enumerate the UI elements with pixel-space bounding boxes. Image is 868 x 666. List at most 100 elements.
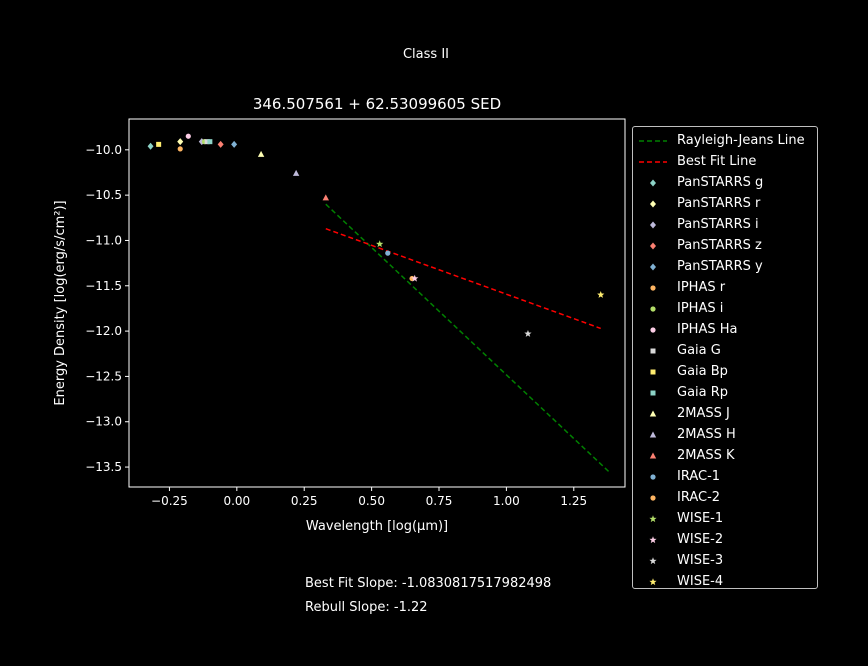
legend-marker-swatch (650, 200, 656, 208)
best-fit-slope-text: Best Fit Slope: -1.0830817517982498 (305, 576, 552, 591)
legend-label: Best Fit Line (677, 154, 757, 169)
legend-marker-swatch (649, 452, 657, 459)
legend-label: PanSTARRS r (677, 196, 761, 211)
legend-marker-swatch (650, 327, 656, 333)
legend-entry: PanSTARRS g (633, 173, 817, 193)
x-tick-label: 0.00 (223, 494, 250, 508)
chart-legend: Rayleigh-Jeans Line Best Fit Line PanSTARR… (632, 126, 818, 589)
legend-swatch (650, 306, 656, 312)
legend-entry: 2MASS K (633, 446, 817, 466)
x-tick-label: 0.50 (358, 494, 385, 508)
legend-swatch (650, 285, 656, 291)
legend-swatch (649, 452, 657, 459)
legend-label: Gaia Bp (677, 364, 728, 379)
legend-swatch (639, 161, 667, 163)
legend-entry: WISE-2 (633, 530, 817, 550)
legend-marker-swatch (650, 285, 656, 291)
legend-swatch (649, 410, 657, 417)
plot-frame (128, 118, 626, 488)
data-point (207, 139, 213, 145)
legend-entry: Gaia Rp (633, 383, 817, 403)
legend-swatch (650, 179, 656, 187)
legend-entry: IRAC-1 (633, 467, 817, 487)
legend-marker-swatch (650, 474, 656, 480)
data-point (411, 274, 419, 282)
legend-entry: IPHAS Ha (633, 320, 817, 340)
data-point (185, 133, 191, 139)
legend-swatch (650, 390, 656, 396)
legend-swatch (650, 369, 656, 375)
legend-label: WISE-3 (677, 553, 724, 568)
legend-marker-swatch (650, 221, 656, 229)
legend-label: 2MASS K (677, 448, 735, 463)
legend-swatch (650, 242, 656, 250)
x-tick-label: 1.25 (560, 494, 587, 508)
legend-entry: Rayleigh-Jeans Line (633, 131, 817, 151)
data-point (322, 194, 329, 201)
data-point (177, 138, 184, 146)
y-tick-label: −10.0 (85, 143, 122, 157)
legend-entry: PanSTARRS i (633, 215, 817, 235)
legend-marker-swatch (649, 536, 657, 544)
legend-swatch (650, 327, 656, 333)
legend-label: IRAC-1 (677, 469, 721, 484)
legend-marker-swatch (650, 369, 656, 375)
chart-title: 346.507561 + 62.53099605 SED (252, 95, 502, 113)
legend-swatch (639, 140, 667, 142)
data-point (524, 330, 532, 337)
legend-marker-swatch (650, 306, 656, 312)
legend-swatch (650, 221, 656, 229)
legend-marker-swatch (649, 515, 657, 523)
legend-marker-swatch (649, 410, 657, 417)
legend-marker-swatch (650, 263, 656, 271)
legend-entry: IRAC-2 (633, 488, 817, 508)
legend-label: PanSTARRS y (677, 259, 763, 274)
legend-marker-swatch (650, 390, 656, 396)
legend-swatch (650, 263, 656, 271)
legend-label: IPHAS Ha (677, 322, 738, 337)
legend-marker-swatch (650, 495, 656, 501)
legend-label: WISE-1 (677, 511, 724, 526)
legend-marker-swatch (649, 578, 657, 586)
legend-entry: IPHAS i (633, 299, 817, 319)
y-tick-label: −12.0 (85, 324, 122, 338)
legend-marker-swatch (649, 557, 657, 565)
legend-label: Gaia G (677, 343, 721, 358)
legend-label: Gaia Rp (677, 385, 729, 400)
legend-entry: Gaia Bp (633, 362, 817, 382)
x-tick-label: 1.00 (493, 494, 520, 508)
legend-entry: PanSTARRS r (633, 194, 817, 214)
legend-entry: IPHAS r (633, 278, 817, 298)
y-tick-label: −10.5 (85, 188, 122, 202)
legend-label: IPHAS i (677, 301, 724, 316)
series-line (325, 203, 610, 473)
data-point (217, 140, 224, 148)
legend-swatch (650, 348, 656, 354)
y-tick-label: −11.5 (85, 279, 122, 293)
legend-label: IRAC-2 (677, 490, 721, 505)
legend-label: PanSTARRS z (677, 238, 762, 253)
legend-label: PanSTARRS g (677, 175, 764, 190)
legend-entry: PanSTARRS z (633, 236, 817, 256)
rebull-slope-text: Rebull Slope: -1.22 (305, 600, 428, 615)
legend-label: WISE-4 (677, 574, 724, 589)
data-point (597, 291, 605, 298)
legend-swatch (649, 431, 657, 438)
y-tick-label: −13.5 (85, 460, 122, 474)
y-axis-label: Energy Density [log(erg/s/cm²)] (53, 200, 68, 405)
legend-marker-swatch (650, 348, 656, 354)
legend-marker-swatch (649, 431, 657, 438)
data-point (147, 142, 154, 150)
y-tick-label: −12.5 (85, 369, 122, 383)
legend-swatch (649, 515, 657, 523)
series-line (325, 227, 601, 330)
data-point (292, 169, 300, 176)
y-tick-label: −13.0 (85, 415, 122, 429)
data-point (376, 240, 384, 248)
x-tick-label: 0.75 (426, 494, 453, 508)
legend-label: 2MASS H (677, 427, 736, 442)
x-axis-label: Wavelength [log(μm)] (306, 519, 448, 534)
legend-label: IPHAS r (677, 280, 726, 295)
legend-swatch (650, 474, 656, 480)
